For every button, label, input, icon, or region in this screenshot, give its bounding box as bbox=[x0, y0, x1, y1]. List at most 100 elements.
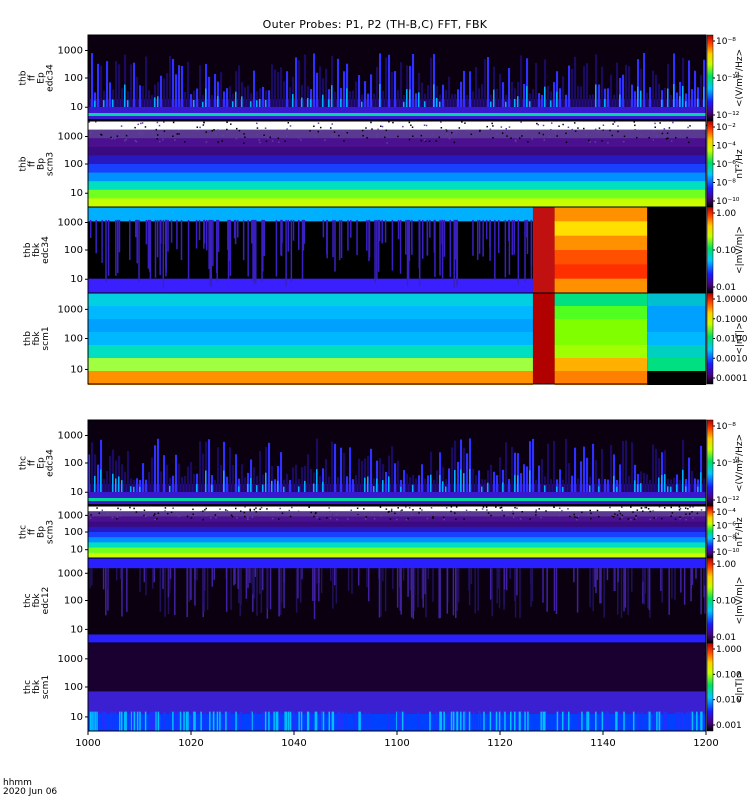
panel-label-line: fbk bbox=[32, 593, 42, 608]
colorbar-tick-label: 10⁻⁶ bbox=[716, 160, 736, 170]
y-tick-label: 100 bbox=[64, 458, 83, 469]
y-tick-label: 100 bbox=[64, 159, 83, 170]
panel-thb-ff-ep-edc34: 1000 100 10 thb ff Ep edc34 10⁻⁸ 10⁻¹⁰ 10⁻¹² <(V/m… bbox=[19, 34, 745, 122]
y-tick-label: 100 bbox=[64, 596, 83, 607]
panel-label-line: ff bbox=[28, 160, 38, 167]
spectrogram-thc-ff-ep-edc34 bbox=[88, 420, 706, 506]
y-tick-label: 10 bbox=[70, 102, 83, 113]
chart-title: Outer Probes: P1, P2 (TH-B,C) FFT, FBK bbox=[262, 18, 488, 31]
panel-label: thb ff Ep edc34 bbox=[19, 64, 56, 92]
panel-label-line: Ep bbox=[37, 457, 47, 469]
colorbar-tick-label: 1.000 bbox=[716, 645, 742, 655]
colorbar-thb-fbk-edc34: 1.00 0.10 0.01 <|mV/m|> bbox=[706, 206, 745, 294]
panel-label-line: Bp bbox=[37, 158, 47, 170]
panel-thb-ff-bp-scm3: 1000 100 10 thb ff Bp scm3 10⁻² 10⁻⁴ 10⁻⁶ 10⁻⁸ 10⁻¹… bbox=[19, 120, 745, 208]
x-tick-label: 1020 bbox=[178, 738, 203, 749]
panel-label-line: thb bbox=[19, 70, 29, 85]
y-tick-label: 100 bbox=[64, 245, 83, 256]
panel-label: thb ff Bp scm3 bbox=[19, 152, 56, 176]
panel-label-line: edc34 bbox=[41, 236, 51, 264]
colorbar-unit-label: nT²/Hz bbox=[735, 517, 745, 547]
panel-label-line: edc34 bbox=[46, 64, 56, 92]
colorbar-tick-label: 1.00 bbox=[716, 560, 736, 570]
x-tick-label: 1100 bbox=[384, 738, 409, 749]
spectrogram-thc-fbk-edc12 bbox=[88, 558, 706, 643]
colorbar-tick-label: 0.01 bbox=[716, 633, 736, 643]
y-tick-label: 1000 bbox=[58, 654, 83, 665]
colorbar-tick-label: 10⁻¹² bbox=[716, 111, 740, 121]
spectrogram-thc-ff-bp-scm3 bbox=[88, 506, 706, 559]
colorbar-tick-label: 10⁻⁸ bbox=[716, 37, 736, 47]
colorbar-tick-label: 0.0001 bbox=[716, 374, 748, 384]
spectrogram-thc-fbk-scm1 bbox=[88, 643, 706, 731]
panel-label: thc ff Bp scm3 bbox=[19, 520, 56, 544]
x-tick-label: 1200 bbox=[693, 738, 718, 749]
colorbar-tick-label: 10⁻⁴ bbox=[716, 142, 736, 152]
colorbar-unit-label: nT²/Hz bbox=[735, 149, 745, 179]
y-tick-label: 1000 bbox=[58, 304, 83, 315]
y-tick-label: 1000 bbox=[58, 430, 83, 441]
panel-label-line: thc bbox=[23, 593, 33, 607]
colorbar-tick-label: 0.010 bbox=[716, 696, 742, 706]
colorbar-unit-label: <|nT|> bbox=[735, 322, 745, 354]
panel-label-line: thb bbox=[23, 331, 33, 346]
y-tick-label: 100 bbox=[64, 334, 83, 345]
colorbar-tick-label: 10⁻¹⁰ bbox=[716, 74, 740, 84]
colorbar-tick-label: 0.1000 bbox=[716, 315, 748, 325]
panel-label-line: thc bbox=[19, 525, 29, 539]
x-axis: 1000 1020 1040 1100 1120 1140 1200 bbox=[75, 731, 719, 749]
panel-label-line: Ep bbox=[37, 72, 47, 84]
colorbar-thc-fbk-scm1: 1.000 0.100 0.010 0.001 <|nT|> bbox=[706, 642, 745, 732]
spectrogram-thb-ff-bp-scm3 bbox=[88, 121, 708, 208]
panel-label-line: edc12 bbox=[41, 587, 51, 615]
colorbar-thb-ff-ep-edc34: 10⁻⁸ 10⁻¹⁰ 10⁻¹² <(V/m)²/Hz> bbox=[706, 34, 745, 122]
x-tick-label: 1140 bbox=[590, 738, 615, 749]
panel-label-line: scm1 bbox=[41, 326, 51, 350]
y-tick-label: 10 bbox=[70, 274, 83, 285]
panel-label: thb fbk scm1 bbox=[23, 326, 51, 350]
colorbar-tick-label: 10⁻¹² bbox=[716, 496, 740, 506]
x-tick-label: 1000 bbox=[75, 738, 100, 749]
x-tick-label: 1120 bbox=[487, 738, 512, 749]
colorbar-tick-label: 10⁻¹⁰ bbox=[716, 548, 740, 558]
y-tick-label: 100 bbox=[64, 527, 83, 538]
panel-label-line: scm3 bbox=[46, 152, 56, 176]
colorbar-unit-label: <|mV/m|> bbox=[735, 226, 745, 274]
panel-label: thc fbk scm1 bbox=[23, 675, 51, 699]
colorbar-tick-label: 10⁻⁶ bbox=[716, 521, 736, 531]
colorbar-tick-label: 0.0010 bbox=[716, 354, 748, 364]
panel-label: thc fbk edc12 bbox=[23, 587, 51, 615]
y-tick-label: 100 bbox=[64, 73, 83, 84]
colorbar-tick-label: 0.0100 bbox=[716, 335, 748, 345]
colorbar-thc-ff-ep-edc34: 10⁻⁸ 10⁻¹⁰ 10⁻¹² <(V/m)²/Hz> bbox=[706, 419, 745, 507]
colorbar-tick-label: 10⁻¹⁰ bbox=[716, 197, 740, 207]
panel-label-line: fbk bbox=[32, 331, 42, 346]
panel-label-line: edc34 bbox=[46, 449, 56, 477]
panel-thc-fbk-edc12: 1000 100 10 thc fbk edc12 1.00 0.10 0.01 <|mV/m|> bbox=[23, 557, 745, 644]
panel-label-line: fbk bbox=[32, 242, 42, 257]
colorbar-tick-label: 10⁻⁸ bbox=[716, 422, 736, 432]
colorbar-tick-label: 0.01 bbox=[716, 283, 736, 293]
panel-thb-fbk-edc34: 1000 100 10 thb fbk edc34 1.00 0.10 0.01 <|mV/m|> bbox=[23, 206, 745, 294]
time-format-label: hhmm bbox=[3, 778, 32, 788]
spectrogram-thb-fbk-edc34 bbox=[88, 207, 706, 294]
panel-thc-ff-bp-scm3: 1000 100 10 thc ff Bp scm3 10⁻⁴ 10⁻⁶ 10⁻⁸ 10⁻¹⁰nT²… bbox=[19, 505, 745, 559]
panel-label-line: ff bbox=[28, 459, 38, 466]
y-tick-label: 1000 bbox=[58, 217, 83, 228]
panel-label-line: ff bbox=[28, 74, 38, 81]
colorbar-tick-label: 0.10 bbox=[716, 597, 736, 607]
y-tick-label: 10 bbox=[70, 624, 83, 635]
y-tick-label: 10 bbox=[70, 545, 83, 556]
panel-label-line: thb bbox=[19, 156, 29, 171]
colorbar-tick-label: 10⁻⁸ bbox=[716, 179, 736, 189]
panel-label-line: thb bbox=[23, 242, 33, 257]
y-tick-label: 1000 bbox=[58, 510, 83, 521]
x-tick-label: 1040 bbox=[281, 738, 306, 749]
colorbar-tick-label: 0.100 bbox=[716, 670, 742, 680]
panel-thc-ff-ep-edc34: 1000 100 10 thc ff Ep edc34 10⁻⁸ 10⁻¹⁰ 10⁻¹² <(V/m… bbox=[19, 419, 745, 507]
panel-thb-fbk-scm1: 1000 100 10 thb fbk scm1 1.0000 0.1000 0.0100 0.0… bbox=[23, 292, 748, 385]
y-tick-label: 100 bbox=[64, 682, 83, 693]
colorbar-tick-label: 0.001 bbox=[716, 721, 742, 731]
